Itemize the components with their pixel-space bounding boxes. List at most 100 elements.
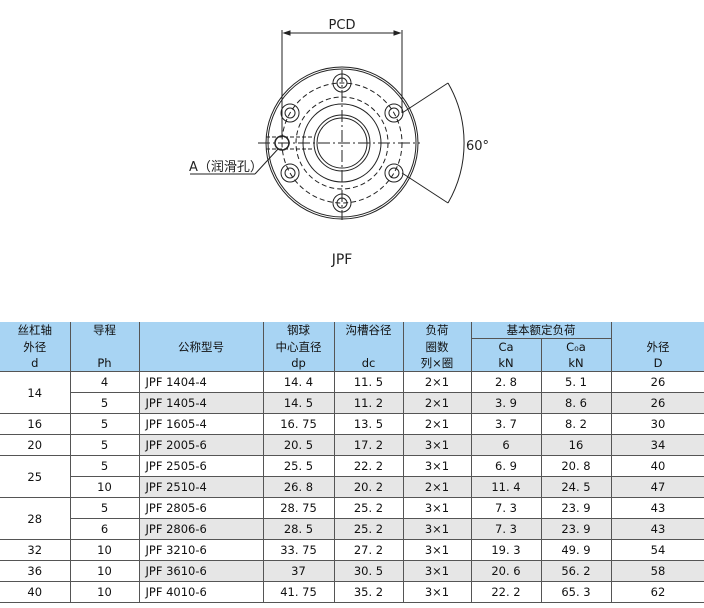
- bolt-hole: [284, 167, 296, 179]
- bolt-hole: [388, 107, 400, 119]
- cell-circuits: 3×1: [402, 497, 472, 519]
- table-row: 6 JPF 2806-6 28. 5 25. 2 3×1 7. 3 23. 9 43: [0, 518, 704, 540]
- header-dc: 沟槽谷径: [333, 322, 404, 339]
- cell-model: JPF 2805-6: [138, 497, 264, 519]
- cell-lead: 5: [69, 455, 140, 477]
- cell-shaft-d: 20: [0, 434, 71, 456]
- cell-lead: 5: [69, 434, 140, 456]
- cell-outer-d: 26: [610, 371, 704, 393]
- cell-outer-d: 40: [610, 455, 704, 477]
- cell-c0a: 5. 1: [540, 371, 612, 393]
- header-d-2: 外径: [0, 338, 71, 355]
- bolt-hole: [388, 167, 400, 179]
- cell-model: JPF 3610-6: [138, 560, 264, 582]
- table-row: 14 4 JPF 1404-4 14. 4 11. 5 2×1 2. 8 5. 1 26: [0, 371, 704, 414]
- cell-dp: 26. 8: [262, 476, 335, 498]
- header-c0a-unit: kN: [540, 355, 612, 372]
- table-row: 20 5 JPF 2005-6 20. 5 17. 2 3×1 6 16 34: [0, 434, 704, 456]
- table-row: 32 10 JPF 3210-6 33. 75 27. 2 3×1 19. 3 49. 9 54: [0, 539, 704, 561]
- cell-ca: 11. 4: [470, 476, 542, 498]
- header-ca-unit: kN: [470, 355, 542, 372]
- table-row: 16 5 JPF 1605-4 16. 75 13. 5 2×1 3. 7 8. 2 30: [0, 413, 704, 435]
- cell-outer-d: 62: [610, 581, 704, 603]
- cell-outer-d: 47: [610, 476, 704, 498]
- cell-c0a: 65. 3: [540, 581, 612, 603]
- bolt-hole: [280, 103, 300, 123]
- cell-dc: 25. 2: [333, 518, 404, 540]
- cell-dp: 14. 4: [262, 371, 335, 393]
- cell-dc: 17. 2: [333, 434, 404, 456]
- bolt-hole: [280, 163, 300, 183]
- header-dp-3: dp: [262, 355, 335, 372]
- cell-dc: 11. 5: [333, 371, 404, 393]
- cell-lead: 6: [69, 518, 140, 540]
- cell-circuits: 3×1: [402, 455, 472, 477]
- table-row: 5 JPF 1405-4 14. 5 11. 2 2×1 3. 9 8. 6 26: [0, 392, 704, 414]
- table-row: 25 5 JPF 2505-6 25. 5 22. 2 3×1 6. 9 20. 8 40: [0, 455, 704, 498]
- table-row: 10 JPF 2510-4 26. 8 20. 2 2×1 11. 4 24. 5 47: [0, 476, 704, 498]
- cell-ca: 2. 8: [470, 371, 542, 393]
- cell-lead: 5: [69, 497, 140, 519]
- cell-model: JPF 2806-6: [138, 518, 264, 540]
- cell-model: JPF 2505-6: [138, 455, 264, 477]
- cell-model: JPF 3210-6: [138, 539, 264, 561]
- cell-shaft-d: 14: [0, 371, 71, 414]
- cell-model: JPF 4010-6: [138, 581, 264, 603]
- cell-circuits: 3×1: [402, 539, 472, 561]
- table-row: 28 5 JPF 2805-6 28. 75 25. 2 3×1 7. 3 23. 9 43: [0, 497, 704, 540]
- cell-outer-d: 43: [610, 497, 704, 519]
- cell-c0a: 49. 9: [540, 539, 612, 561]
- header-dc-2: [333, 338, 404, 355]
- header-circuits-3: 列×圈: [402, 355, 472, 372]
- cell-c0a: 24. 5: [540, 476, 612, 498]
- cell-lead: 10: [69, 581, 140, 603]
- header-rated-load: 基本额定负荷: [470, 322, 612, 339]
- cell-circuits: 2×1: [402, 413, 472, 435]
- drawing-caption: JPF: [331, 252, 353, 268]
- pcd-label: PCD: [329, 18, 356, 33]
- header-model: 公称型号: [138, 322, 264, 372]
- bolt-hole: [384, 103, 404, 123]
- header-d-3: d: [0, 355, 71, 372]
- cell-dc: 35. 2: [333, 581, 404, 603]
- cell-dc: 27. 2: [333, 539, 404, 561]
- cell-dp: 37: [262, 560, 335, 582]
- cell-outer-d: 26: [610, 392, 704, 414]
- cell-shaft-d: 32: [0, 539, 71, 561]
- header-ph-2: [69, 338, 140, 355]
- cell-c0a: 56. 2: [540, 560, 612, 582]
- cell-dp: 20. 5: [262, 434, 335, 456]
- cell-lead: 4: [69, 371, 140, 393]
- cell-circuits: 2×1: [402, 476, 472, 498]
- cell-circuits: 3×1: [402, 434, 472, 456]
- cell-lead: 10: [69, 476, 140, 498]
- cell-lead: 5: [69, 413, 140, 435]
- cell-lead: 5: [69, 392, 140, 414]
- cell-model: JPF 2510-4: [138, 476, 264, 498]
- cell-dc: 22. 2: [333, 455, 404, 477]
- cell-model: JPF 1405-4: [138, 392, 264, 414]
- cell-ca: 3. 9: [470, 392, 542, 414]
- cell-shaft-d: 36: [0, 560, 71, 582]
- cell-shaft-d: 25: [0, 455, 71, 498]
- cell-outer-d: 30: [610, 413, 704, 435]
- spec-table: 丝杠轴 导程 公称型号 钢球 沟槽谷径 负荷 基本额定负荷 外径 中心直径 圈数…: [0, 322, 704, 603]
- cell-outer-d: 58: [610, 560, 704, 582]
- cell-circuits: 2×1: [402, 371, 472, 393]
- cell-ca: 19. 3: [470, 539, 542, 561]
- cell-circuits: 3×1: [402, 518, 472, 540]
- header-dc-3: dc: [333, 355, 404, 372]
- cell-c0a: 23. 9: [540, 497, 612, 519]
- cell-c0a: 20. 8: [540, 455, 612, 477]
- cell-ca: 7. 3: [470, 497, 542, 519]
- cell-circuits: 3×1: [402, 560, 472, 582]
- angle-label: 60°: [466, 139, 489, 154]
- cell-shaft-d: 16: [0, 413, 71, 435]
- cell-ca: 6. 9: [470, 455, 542, 477]
- cell-dp: 14. 5: [262, 392, 335, 414]
- cell-shaft-d: 28: [0, 497, 71, 540]
- cell-dp: 25. 5: [262, 455, 335, 477]
- cell-dc: 25. 2: [333, 497, 404, 519]
- cell-c0a: 23. 9: [540, 518, 612, 540]
- cell-ca: 20. 6: [470, 560, 542, 582]
